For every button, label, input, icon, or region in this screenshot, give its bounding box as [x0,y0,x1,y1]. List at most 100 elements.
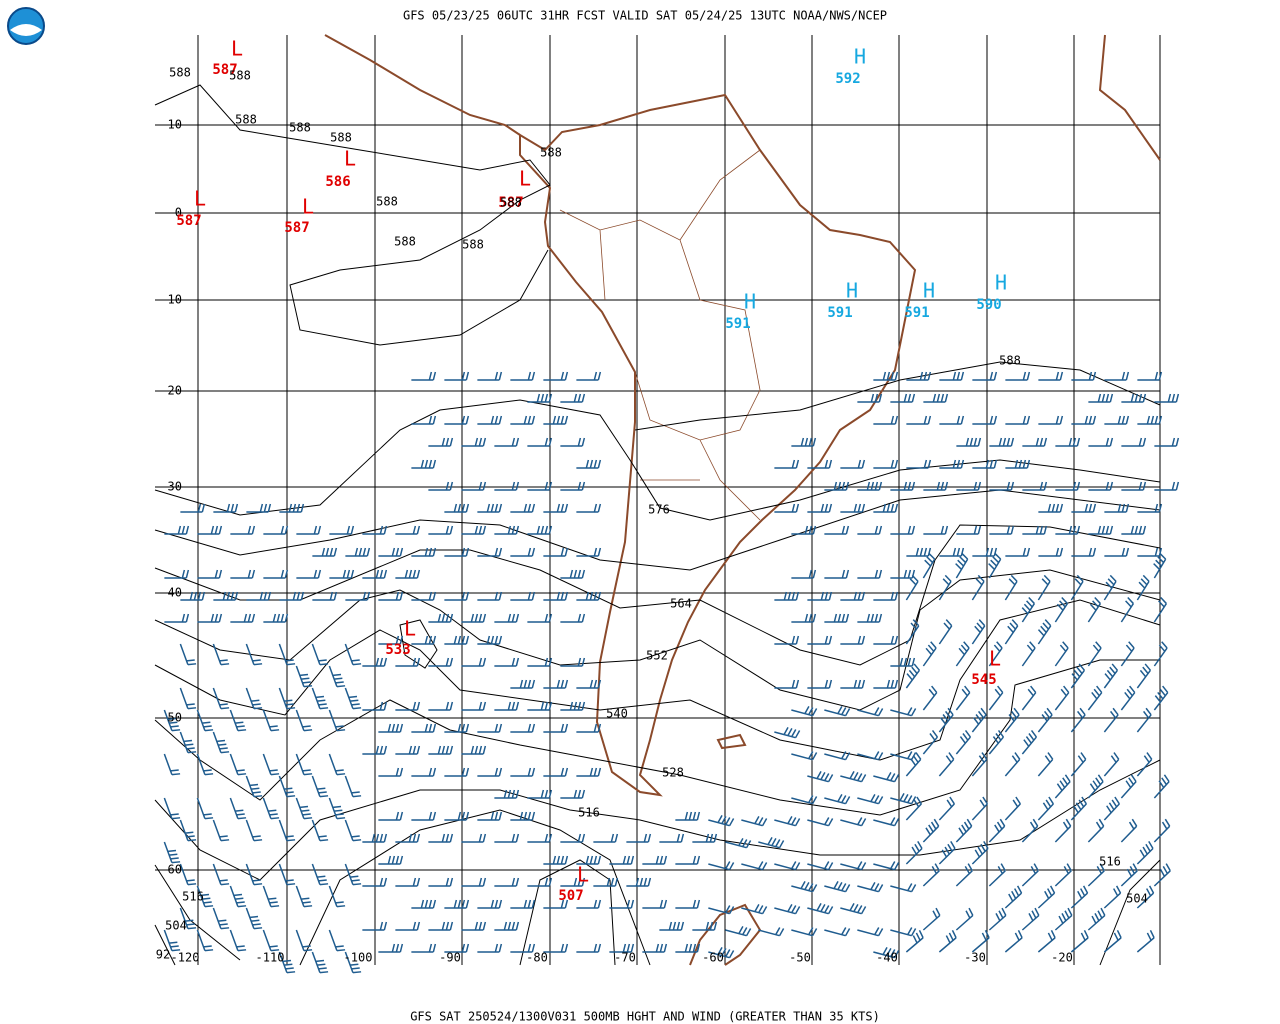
barb-feather [1105,481,1110,491]
wind-barb [642,899,668,909]
barb-feather [1078,799,1085,808]
lon-label: -40 [876,951,898,965]
contour-label: 588 [235,113,257,127]
wind-barb [642,855,668,865]
barb-feather [659,943,664,953]
wind-barb [1037,707,1053,733]
wind-barb [791,927,818,937]
barb-feather [1051,503,1056,513]
barb-feather [581,613,586,623]
barb-feather [692,855,697,865]
barb-feather [728,906,735,915]
barb-feather [906,673,913,681]
contour-label: 588 [394,235,416,249]
wind-barb [477,635,503,645]
barb-feather [1044,755,1051,763]
barb-feather [1092,371,1097,381]
barb-feather [302,725,311,728]
barb-feather [302,901,311,904]
barb-feather [301,677,310,680]
barb-feather [169,853,178,856]
barb-feather [833,881,839,889]
barb-feather [252,923,261,926]
wind-barb [906,459,932,469]
wind-barb [444,371,470,381]
wind-barb [279,503,305,513]
barb-feather [903,481,908,491]
barb-feather [996,641,1003,649]
barb-feather [548,525,553,535]
barb-feather [794,906,801,915]
wind-barb [857,525,883,535]
barb-feather [771,838,777,846]
barb-feather [911,574,919,582]
wind-barb [938,930,957,953]
barb-feather [977,525,982,535]
barb-feather [531,899,536,909]
wind-barb [510,899,536,909]
barb-feather [787,816,793,824]
barb-feather [1018,459,1023,469]
wind-barb [494,437,520,447]
barb-feather [523,415,528,425]
barb-feather [1097,393,1102,403]
barb-feather [630,943,635,953]
barb-feather [928,688,935,697]
barb-feather [218,613,223,623]
barb-feather [540,525,545,535]
barb-feather [894,679,899,689]
barb-feather [416,701,421,711]
wind-barb [1021,863,1039,887]
wind-barb [1004,619,1019,645]
barb-feather [1139,849,1146,858]
wind-barb [791,795,818,805]
wind-barb [311,643,329,666]
barb-feather [927,415,932,425]
barb-feather [335,769,344,772]
barb-feather [1130,525,1135,535]
barb-feather [960,547,965,557]
barb-feather [860,818,867,827]
barb-feather [1153,563,1161,570]
wind-barb [1136,930,1155,953]
wind-barb [1103,663,1119,689]
barb-feather [284,569,289,579]
low-symbol: L [577,863,589,887]
wind-barb [494,701,520,711]
lon-label: -120 [171,951,200,965]
barb-feather [428,943,433,953]
wind-barb [461,745,487,755]
barb-feather [465,371,470,381]
barb-feather [1010,481,1015,491]
barb-feather [745,840,752,849]
barb-feather [478,701,483,711]
contour-label: 92 [156,948,170,962]
barb-feather [877,752,884,761]
barb-feather [1128,777,1135,786]
barb-feather [610,833,615,843]
barb-feather [725,861,731,870]
barb-feather [844,884,851,893]
wind-barb [905,796,922,821]
barb-feather [808,883,814,892]
wind-barb [791,613,817,623]
barb-feather [204,729,214,732]
wind-barb [1103,796,1120,821]
barb-feather [593,855,598,865]
wind-barb [873,772,900,783]
wind-barb [905,574,919,601]
barb-feather [1096,866,1103,874]
barb-feather [445,613,450,623]
barb-feather [890,415,895,425]
barb-feather [494,899,499,909]
barb-feather [329,591,334,601]
barb-feather [903,657,908,667]
barb-feather [585,459,590,469]
barb-feather [1044,890,1050,899]
barb-feather [490,503,495,513]
barb-feather [961,688,968,697]
barb-feather [498,943,503,953]
barb-feather [1105,437,1110,447]
barb-feather [725,817,731,826]
wind-barb [1103,930,1122,953]
